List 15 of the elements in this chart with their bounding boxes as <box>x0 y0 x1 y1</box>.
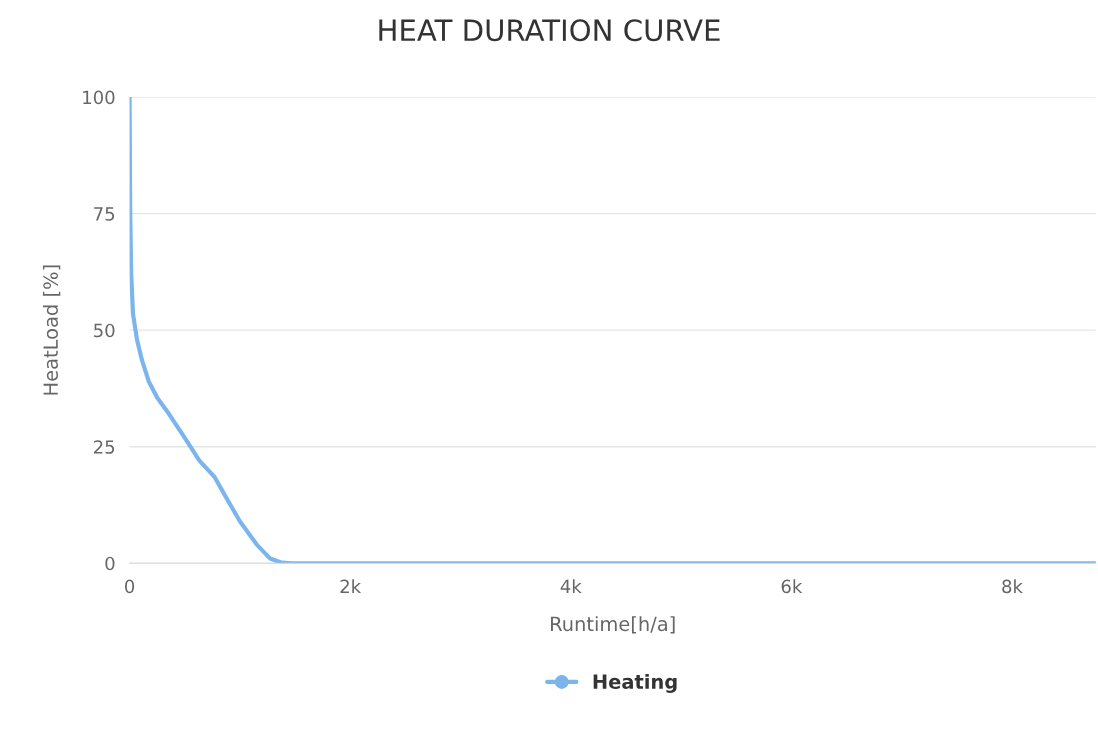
line-series <box>129 97 1096 564</box>
y-tick-label: 0 <box>105 556 115 571</box>
y-tick-label: 100 <box>83 90 115 105</box>
x-tick-label: 4k <box>560 579 582 593</box>
x-tick-label: 2k <box>340 579 362 593</box>
y-tick-label: 25 <box>94 440 115 454</box>
x-tick-label: 6k <box>781 579 803 594</box>
legend-label: Heating <box>593 673 677 693</box>
y-axis-title: HeatLoad [%] <box>42 265 61 395</box>
y-tick-label: 75 <box>94 207 115 221</box>
y-tick-label: 50 <box>94 323 115 338</box>
x-tick-label: 8k <box>1002 579 1023 594</box>
x-tick-label: 0 <box>125 579 135 594</box>
chart-title: HEAT DURATION CURVE <box>379 19 720 42</box>
x-axis-title: Runtime[h/a] <box>551 616 675 634</box>
